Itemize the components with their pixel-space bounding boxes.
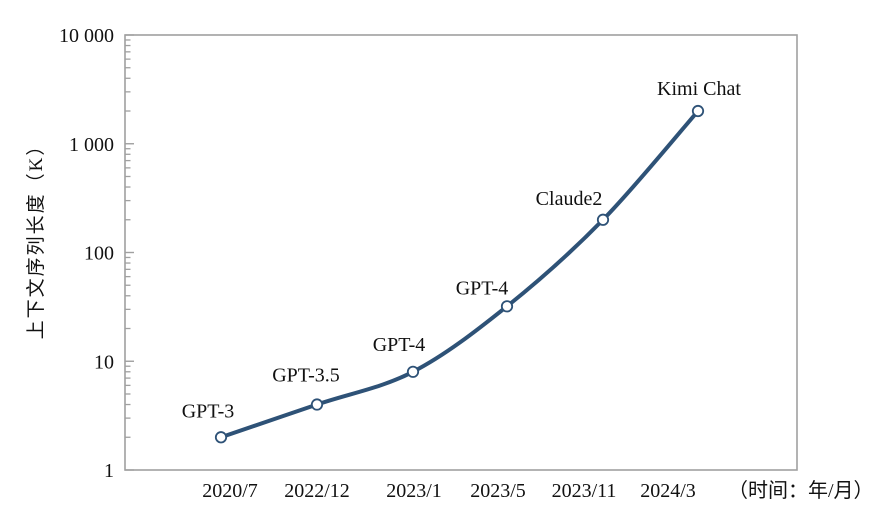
x-tick-label: 2022/12	[284, 480, 350, 502]
y-tick-label: 10 000	[59, 25, 114, 47]
x-tick-label: 2020/7	[202, 480, 258, 502]
data-point-marker	[406, 365, 420, 378]
y-tick-label: 10	[94, 351, 114, 373]
y-tick-label: 100	[84, 243, 114, 265]
data-point-marker	[310, 398, 324, 411]
data-point-label: GPT-3.5	[272, 365, 340, 387]
data-point-label: GPT-3	[182, 400, 235, 422]
data-point-label: GPT-4	[456, 277, 509, 299]
data-point-label: Kimi Chat	[657, 78, 741, 100]
y-axis-title: 上下文序列长度（K）	[25, 135, 47, 340]
x-tick-label: 2024/3	[640, 480, 696, 502]
series-line	[219, 109, 700, 440]
data-point-marker	[214, 431, 228, 444]
y-tick-label: 1 000	[69, 134, 114, 156]
data-point-label: GPT-4	[373, 334, 426, 356]
data-point-marker	[500, 300, 514, 313]
data-point-marker	[596, 213, 610, 226]
x-tick-label: 2023/1	[386, 480, 442, 502]
data-point-label: Claude2	[536, 188, 603, 210]
x-tick-label: 2023/11	[552, 480, 617, 502]
x-axis-note: （时间：年/月）	[728, 479, 874, 502]
y-tick-label: 1	[104, 460, 114, 482]
x-tick-label: 2023/5	[470, 480, 526, 502]
data-point-marker	[691, 104, 705, 118]
